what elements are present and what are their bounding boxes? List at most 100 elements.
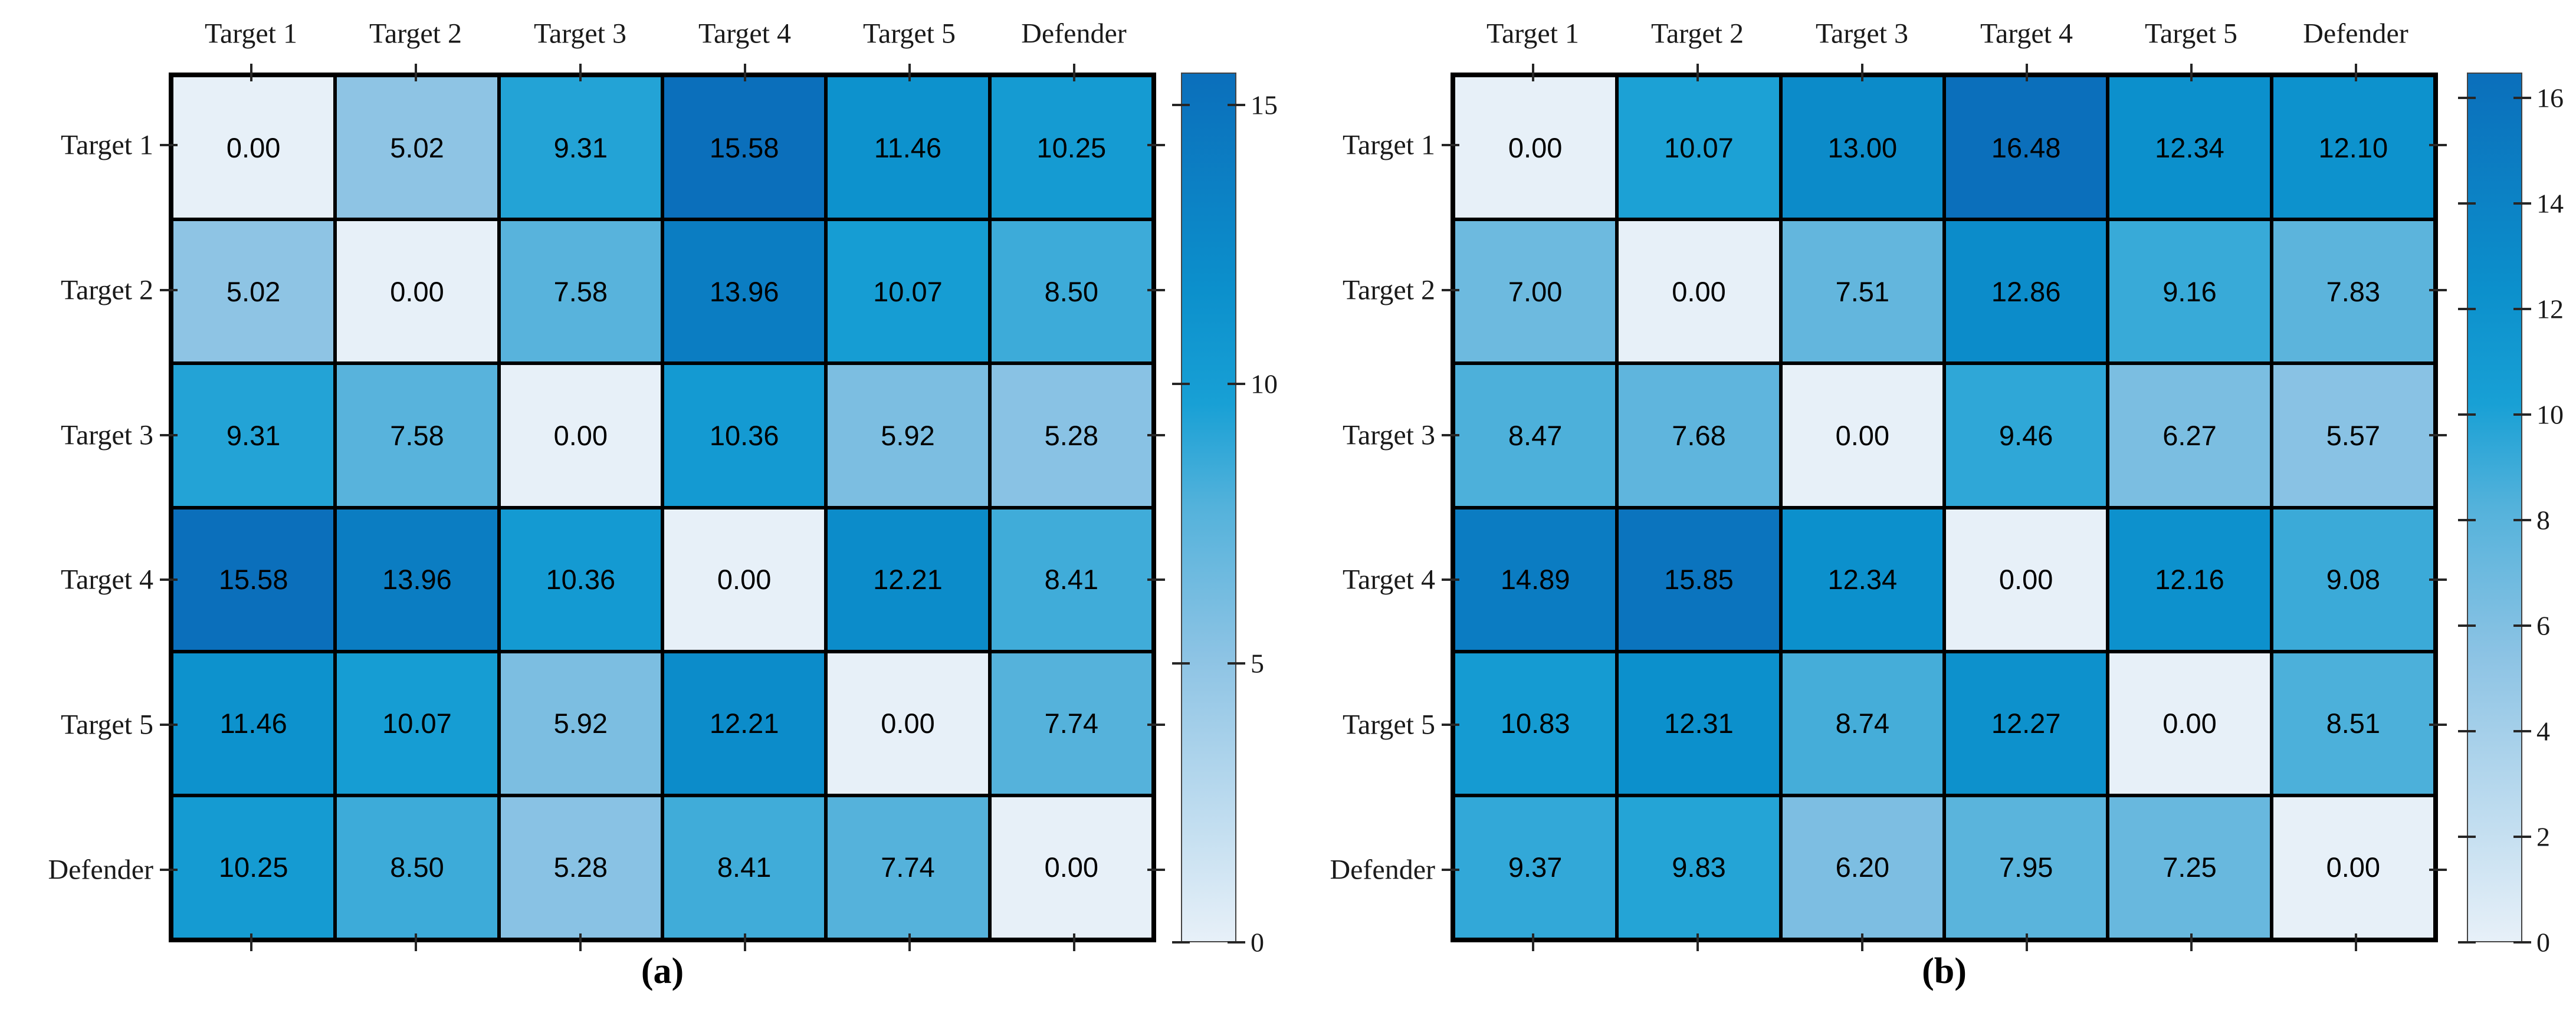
row-label: Target 3	[1342, 419, 1435, 451]
col-label: Target 1	[204, 18, 298, 50]
y-axis-tick	[1147, 433, 1165, 436]
heatmap-cell: 7.58	[498, 219, 662, 364]
heatmap-cell: 10.07	[1617, 75, 1781, 220]
colorbar-tick	[2513, 835, 2531, 838]
heatmap-cell: 0.00	[1453, 75, 1617, 220]
heatmap-cell: 0.00	[335, 219, 499, 364]
heatmap-cell: 7.25	[2108, 795, 2272, 939]
y-axis-tick	[160, 578, 178, 581]
colorbar-tick-label: 0	[2536, 927, 2550, 958]
colorbar-tick-label: 10	[1251, 369, 1278, 399]
heatmap-cell: 9.31	[498, 75, 662, 220]
x-axis-tick	[908, 933, 911, 951]
heatmap-cell: 0.00	[1617, 219, 1781, 364]
heatmap-cell: 12.21	[662, 651, 826, 795]
y-axis-tick	[1442, 288, 1459, 291]
heatmap-cell: 9.16	[2108, 219, 2272, 364]
colorbar-tick	[2458, 202, 2476, 205]
heatmap-cell: 0.00	[498, 363, 662, 508]
row-label: Target 4	[1342, 564, 1435, 596]
heatmap-cell: 7.58	[335, 363, 499, 508]
x-axis-tick	[743, 933, 746, 951]
y-axis-tick	[160, 288, 178, 291]
colorbar-tick-label: 0	[1251, 927, 1264, 958]
heatmap-cell: 12.86	[1944, 219, 2108, 364]
heatmap-cell: 10.36	[498, 507, 662, 652]
colorbar-tick	[2458, 413, 2476, 416]
colorbar-tick-label: 5	[1251, 648, 1264, 679]
heatmap-cell: 9.31	[172, 363, 336, 508]
heatmap-cell: 13.96	[335, 507, 499, 652]
x-axis-tick	[579, 64, 582, 81]
col-label: Target 5	[2144, 18, 2238, 50]
heatmap-cell: 15.58	[662, 75, 826, 220]
x-axis-tick	[2025, 64, 2028, 81]
col-label: Target 2	[1650, 18, 1744, 50]
y-axis-tick	[1147, 578, 1165, 581]
heatmap-cell: 8.51	[2271, 651, 2435, 795]
colorbar-tick	[2513, 518, 2531, 521]
y-axis-tick	[1442, 869, 1459, 872]
y-axis-tick	[2429, 869, 2447, 872]
colorbar-tick	[2458, 941, 2476, 943]
heatmap-cell: 13.00	[1780, 75, 1944, 220]
heatmap-cell: 7.00	[1453, 219, 1617, 364]
heatmap-cell: 0.00	[1780, 363, 1944, 508]
heatmap-cell: 6.27	[2108, 363, 2272, 508]
x-axis-tick	[908, 64, 911, 81]
heatmap-cell: 0.00	[2108, 651, 2272, 795]
colorbar-tick	[1172, 662, 1190, 665]
x-axis-tick	[2190, 933, 2193, 951]
x-axis-tick	[414, 64, 417, 81]
row-label: Defender	[1330, 854, 1435, 886]
y-axis-tick	[1442, 143, 1459, 146]
colorbar-tick-label: 15	[1251, 90, 1278, 120]
x-axis-tick	[1072, 64, 1075, 81]
x-axis-tick	[250, 933, 252, 951]
heatmap-cell: 0.00	[1944, 507, 2108, 652]
y-axis-tick	[2429, 143, 2447, 146]
col-label: Defender	[1021, 18, 1127, 50]
heatmap-cell: 7.74	[826, 795, 990, 939]
y-axis-tick	[1147, 288, 1165, 291]
x-axis-tick	[1072, 933, 1075, 951]
colorbar-tick	[2513, 413, 2531, 416]
colorbar-tick	[2513, 941, 2531, 943]
heatmap-cell: 5.02	[335, 75, 499, 220]
colorbar-tick	[2458, 96, 2476, 99]
heatmap-cell: 12.31	[1617, 651, 1781, 795]
colorbar-tick	[1172, 103, 1190, 106]
row-label: Target 1	[1342, 129, 1435, 161]
x-axis-tick	[2025, 933, 2028, 951]
heatmap-cell: 11.46	[826, 75, 990, 220]
y-axis-tick	[2429, 578, 2447, 581]
heatmap-cell: 12.21	[826, 507, 990, 652]
y-axis-tick	[2429, 724, 2447, 726]
colorbar-tick	[2513, 202, 2531, 205]
colorbar-tick	[1228, 662, 1245, 665]
colorbar-tick	[2458, 835, 2476, 838]
heatmap-cell: 8.50	[335, 795, 499, 939]
colorbar-tick	[2458, 307, 2476, 310]
heatmap-cell: 8.41	[662, 795, 826, 939]
heatmap-cell: 9.37	[1453, 795, 1617, 939]
col-label: Target 1	[1486, 18, 1580, 50]
colorbar-tick	[1228, 941, 1245, 943]
colorbar-tick	[2513, 624, 2531, 627]
heatmap-cell: 5.57	[2271, 363, 2435, 508]
heatmap-cell: 10.36	[662, 363, 826, 508]
heatmap-cell: 7.95	[1944, 795, 2108, 939]
heatmap-cell: 12.16	[2108, 507, 2272, 652]
x-axis-tick	[414, 933, 417, 951]
heatmap-cell: 7.74	[989, 651, 1153, 795]
x-axis-tick	[1531, 64, 1534, 81]
x-axis-tick	[1696, 933, 1699, 951]
col-label: Target 4	[698, 18, 792, 50]
y-axis-tick	[1147, 869, 1165, 872]
colorbar-tick-label: 2	[2536, 821, 2550, 852]
col-label: Defender	[2303, 18, 2408, 50]
row-label: Target 3	[60, 419, 153, 451]
heatmap-cell: 0.00	[989, 795, 1153, 939]
col-label: Target 5	[862, 18, 956, 50]
x-axis-tick	[2190, 64, 2193, 81]
